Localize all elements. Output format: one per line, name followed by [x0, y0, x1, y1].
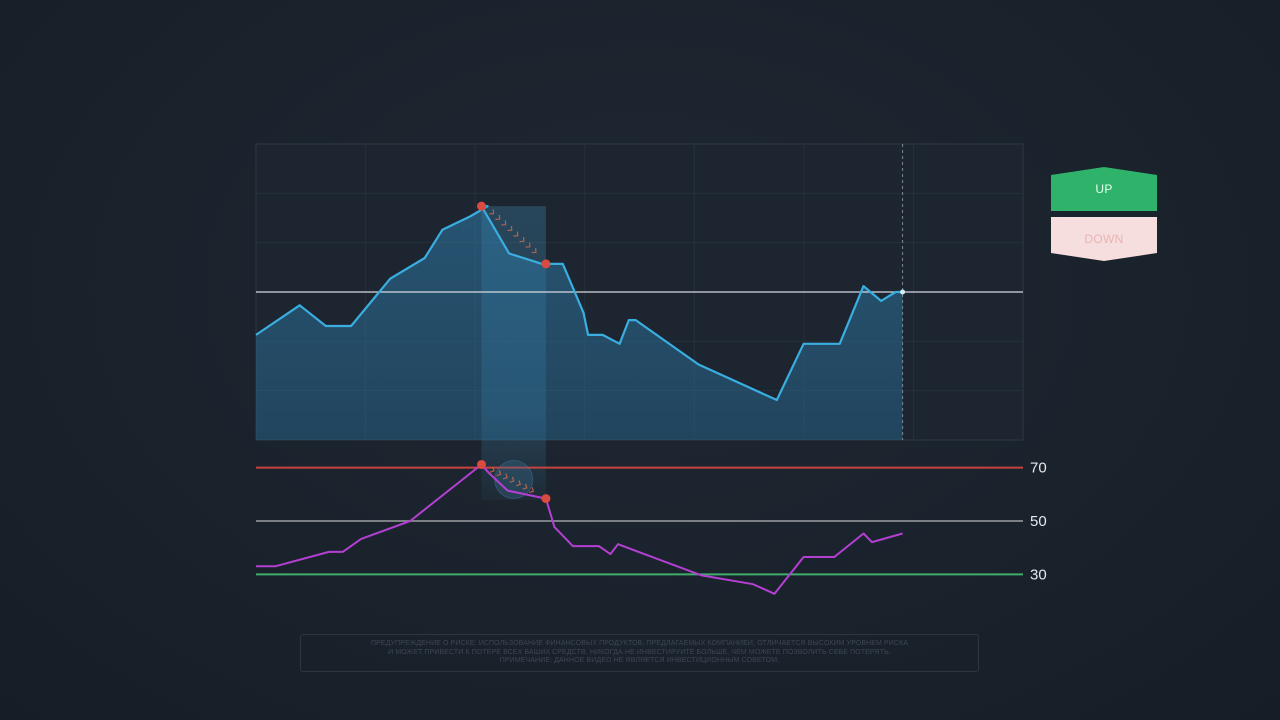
- price-trend-chevron: [501, 220, 507, 226]
- rsi-series-line: [256, 463, 903, 595]
- price-trend-chevron: [519, 237, 525, 243]
- rsi-markers: [476, 459, 551, 504]
- rsi-trend-chevron: [509, 476, 515, 483]
- price-current-point: [900, 289, 906, 295]
- disclaimer-line-2: И МОЖЕТ ПРИВЕСТИ К ПОТЕРЕ ВСЕХ ВАШИХ СРЕ…: [388, 648, 891, 656]
- price-trend-chevron: [513, 231, 519, 237]
- price-markers: [476, 201, 906, 295]
- price-series-line: [255, 205, 903, 402]
- rsi-level-label: 70: [1030, 460, 1047, 477]
- rsi-trend-chevron: [529, 486, 535, 494]
- price-trend-chevrons: [489, 209, 537, 254]
- up-button[interactable]: UP: [1051, 167, 1157, 211]
- rsi-trend-chevron: [496, 470, 502, 477]
- disclaimer-line-1: ПРЕДУПРЕЖДЕНИЕ О РИСКЕ: ИСПОЛЬЗОВАНИЕ ФИ…: [370, 640, 909, 647]
- price-trend-chevron: [507, 225, 513, 232]
- disclaimer-line-3: ПРИМЕЧАНИЕ: ДАННОЕ ВИДЕО НЕ ЯВЛЯЕТСЯ ИНВ…: [499, 657, 780, 664]
- price-trend-chevron: [525, 242, 531, 248]
- rsi-level-labels: 70 50 30: [1030, 460, 1047, 584]
- rsi-trend-chevron: [522, 483, 528, 490]
- price-marker: [541, 259, 551, 269]
- price-trend-chevron: [531, 248, 537, 254]
- price-marker: [476, 201, 486, 211]
- rsi-trend-chevron: [489, 466, 495, 473]
- price-trend-chevron: [489, 209, 495, 215]
- rsi-level-lines: [256, 466, 1023, 576]
- price-area: [256, 206, 903, 440]
- rsi-marker: [476, 459, 486, 469]
- rsi-level-label: 50: [1030, 513, 1047, 530]
- rsi-trend-chevron: [502, 473, 508, 480]
- down-button[interactable]: DOWN: [1051, 217, 1157, 261]
- rsi-trend-chevron: [516, 480, 522, 487]
- risk-disclaimer: ПРЕДУПРЕЖДЕНИЕ О РИСКЕ: ИСПОЛЬЗОВАНИЕ ФИ…: [300, 634, 979, 672]
- rsi-trend-chevrons: [489, 466, 535, 494]
- rsi-marker: [541, 494, 551, 504]
- price-trend-chevron: [495, 214, 501, 220]
- rsi-level-label: 30: [1030, 566, 1047, 583]
